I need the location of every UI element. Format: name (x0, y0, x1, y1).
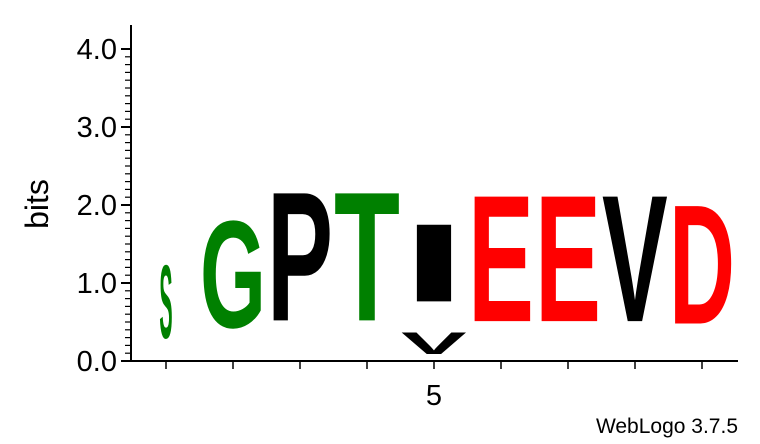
letter-v: V (401, 326, 467, 361)
stack-position-6: E (468, 157, 534, 359)
stack-position-8: V (602, 157, 668, 359)
stack-position-4: T (334, 154, 400, 360)
stack-position-5: VI (401, 201, 467, 361)
weblogo-credit: WebLogo 3.7.5 (596, 415, 738, 438)
stack-position-3: P (267, 155, 333, 361)
y-tick-label: 1.0 (77, 268, 117, 300)
letter-stacks: S G P T VI E E V D (159, 154, 735, 361)
letter-t: T (334, 154, 400, 360)
y-axis: 0.0 1.0 2.0 3.0 4.0 (77, 25, 132, 378)
stack-position-1: S (159, 244, 172, 361)
letter-e: E (468, 157, 534, 359)
stack-position-7: E (535, 157, 601, 359)
y-tick-label: 2.0 (77, 190, 117, 222)
letter-e: E (535, 157, 601, 359)
x-axis: 5 (131, 360, 738, 412)
y-tick-label: 0.0 (77, 346, 117, 378)
stack-position-2: G (200, 190, 266, 361)
letter-p: P (267, 155, 333, 361)
stack-position-9: D (669, 170, 735, 361)
letter-d: D (669, 170, 735, 361)
letter-v: V (602, 157, 668, 359)
y-axis-label: bits (19, 179, 55, 229)
x-tick-label: 5 (426, 380, 442, 412)
y-tick-label: 3.0 (77, 112, 117, 144)
y-tick-label: 4.0 (77, 34, 117, 66)
letter-g: G (200, 190, 266, 361)
letter-s: S (159, 244, 172, 361)
letter-i: I (401, 201, 467, 325)
